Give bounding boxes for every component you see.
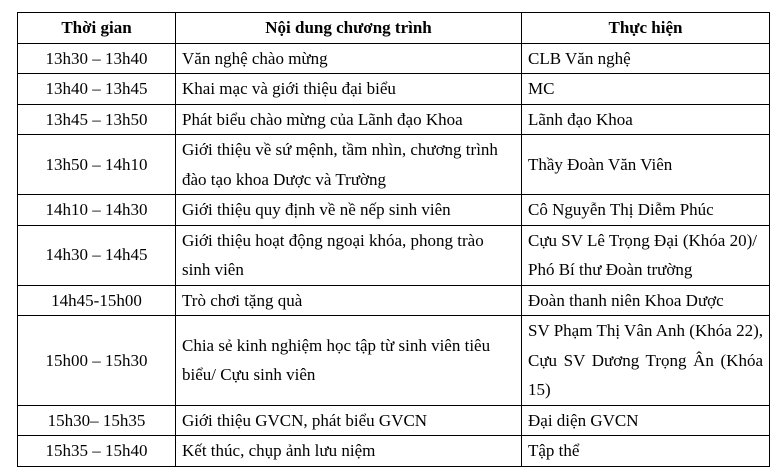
time-cell: 14h30 – 14h45 <box>17 224 176 286</box>
time-cell: 13h50 – 14h10 <box>17 134 176 195</box>
content-cell: Kết thúc, chụp ảnh lưu niệm <box>175 435 522 467</box>
content-cell: Phát biểu chào mừng của Lãnh đạo Khoa <box>175 103 522 135</box>
header-content: Nội dung chương trình <box>175 12 522 44</box>
table-row: 15h00 – 15h30 Chia sẻ kinh nghiệm học tập… <box>17 315 770 406</box>
content-cell: Khai mạc và giới thiệu đại biểu <box>175 73 522 105</box>
table-row: 14h10 – 14h30 Giới thiệu quy định về nề n… <box>17 194 770 226</box>
time-cell: 14h10 – 14h30 <box>17 194 176 226</box>
time-cell: 15h30– 15h35 <box>17 404 176 436</box>
content-cell: Giới thiệu về sứ mệnh, tầm nhìn, chương … <box>175 134 522 195</box>
content-cell: Giới thiệu GVCN, phát biểu GVCN <box>175 404 522 436</box>
performer-cell: Cựu SV Lê Trọng Đại (Khóa 20)/ Phó Bí th… <box>521 224 770 286</box>
performer-cell: SV Phạm Thị Vân Anh (Khóa 22), Cựu SV Dư… <box>521 315 770 406</box>
performer-cell: Lãnh đạo Khoa <box>521 103 770 135</box>
time-cell: 13h45 – 13h50 <box>17 103 176 135</box>
table-row: 13h40 – 13h45 Khai mạc và giới thiệu đại … <box>17 73 770 105</box>
table-row: 13h50 – 14h10 Giới thiệu về sứ mệnh, tầm … <box>17 134 770 195</box>
performer-cell: Đoàn thanh niên Khoa Dược <box>521 284 770 316</box>
time-cell: 13h30 – 13h40 <box>17 42 176 74</box>
table-row: 13h45 – 13h50 Phát biểu chào mừng của Lãn… <box>17 103 770 135</box>
time-cell: 13h40 – 13h45 <box>17 73 176 105</box>
content-cell: Giới thiệu quy định về nề nếp sinh viên <box>175 194 522 226</box>
table-row: 15h30– 15h35 Giới thiệu GVCN, phát biểu G… <box>17 404 770 436</box>
header-performer: Thực hiện <box>521 12 770 44</box>
performer-cell: MC <box>521 73 770 105</box>
time-cell: 14h45-15h00 <box>17 284 176 316</box>
performer-cell: Thầy Đoàn Văn Viên <box>521 134 770 195</box>
performer-cell: CLB Văn nghệ <box>521 42 770 74</box>
table-row: 13h30 – 13h40 Văn nghệ chào mừng CLB Văn n… <box>17 42 770 74</box>
header-time: Thời gian <box>17 12 176 44</box>
header-row: Thời gian Nội dung chương trình Thực hiệ… <box>17 12 770 44</box>
table-row: 14h30 – 14h45 Giới thiệu hoạt động ngoại … <box>17 224 770 286</box>
performer-cell: Cô Nguyễn Thị Diễm Phúc <box>521 194 770 226</box>
performer-cell: Tập thể <box>521 435 770 467</box>
program-schedule-table: Thời gian Nội dung chương trình Thực hiệ… <box>17 12 770 467</box>
table-row: 15h35 – 15h40 Kết thúc, chụp ảnh lưu niệm… <box>17 435 770 467</box>
content-cell: Giới thiệu hoạt động ngoại khóa, phong t… <box>175 224 522 286</box>
content-cell: Trò chơi tặng quà <box>175 284 522 316</box>
table-row: 14h45-15h00 Trò chơi tặng quà Đoàn thanh n… <box>17 284 770 316</box>
content-cell: Văn nghệ chào mừng <box>175 42 522 74</box>
performer-cell: Đại diện GVCN <box>521 404 770 436</box>
content-cell: Chia sẻ kinh nghiệm học tập từ sinh viên… <box>175 315 522 406</box>
time-cell: 15h00 – 15h30 <box>17 315 176 406</box>
time-cell: 15h35 – 15h40 <box>17 435 176 467</box>
